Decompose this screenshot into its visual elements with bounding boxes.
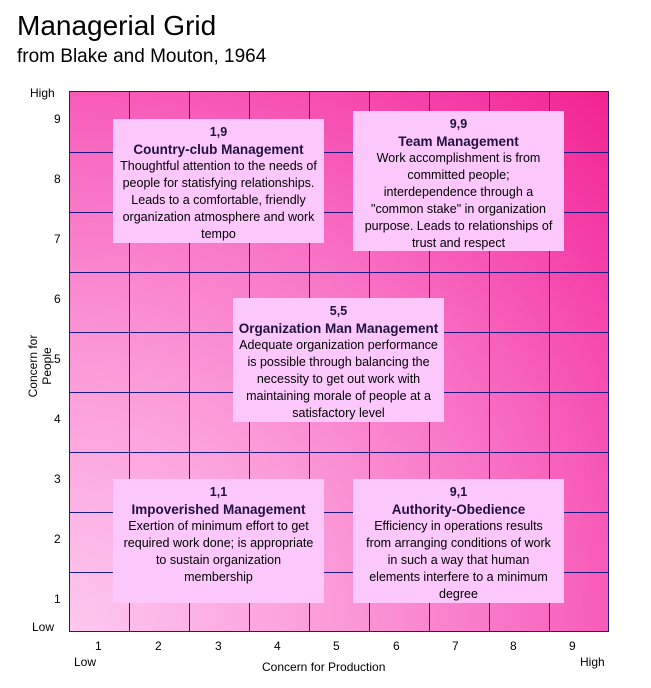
x-tick: 8	[510, 639, 517, 653]
box-coord: 1,9	[209, 125, 228, 139]
grid-line	[70, 572, 608, 573]
x-tick: 5	[333, 639, 340, 653]
y-tick: 3	[54, 472, 61, 486]
box-authority-obedience: 9,1 Authority-Obedience Efficiency in op…	[353, 479, 564, 603]
box-coord: 9,1	[449, 485, 468, 499]
grid-line	[70, 512, 608, 513]
page-title: Managerial Grid	[17, 10, 217, 41]
box-text: Efficiency in operations results from ar…	[366, 519, 551, 601]
grid-line	[129, 92, 130, 631]
y-high-label: High	[30, 86, 55, 100]
box-impoverished: 1,1 Impoverished Management Exertion of …	[113, 479, 324, 603]
y-tick: 2	[54, 532, 61, 546]
grid-line	[70, 272, 608, 273]
y-tick: 8	[54, 172, 61, 186]
y-tick: 5	[54, 352, 61, 366]
x-high-label: High	[580, 655, 605, 669]
box-coord: 9,9	[449, 117, 468, 131]
box-text: Adequate organization performance is pos…	[239, 338, 438, 420]
y-low-label: Low	[32, 620, 55, 634]
y-tick: 6	[54, 292, 61, 306]
y-tick: 1	[54, 592, 61, 606]
box-country-club: 1,9 Country-club Management Thoughtful a…	[113, 119, 324, 243]
grid-line	[549, 92, 550, 631]
y-axis-label: Concern for People	[26, 334, 54, 398]
box-name: Team Management	[398, 134, 519, 149]
grid-line	[489, 92, 490, 631]
box-text: Exertion of minimum effort to get requir…	[123, 519, 314, 584]
grid-line	[70, 212, 608, 213]
box-name: Country-club Management	[133, 142, 304, 157]
x-tick: 1	[95, 639, 102, 653]
box-team: 9,9 Team Management Work accomplishment …	[353, 111, 564, 251]
box-name: Authority-Obedience	[391, 502, 526, 517]
box-name: Organization Man Management	[238, 321, 439, 336]
grid-line	[70, 452, 608, 453]
grid-line	[70, 152, 608, 153]
y-tick: 7	[54, 232, 61, 246]
box-text: Work accomplishment is from committed pe…	[364, 151, 553, 250]
y-tick: 9	[54, 112, 61, 126]
x-tick: 4	[274, 639, 281, 653]
box-coord: 5,5	[329, 304, 348, 318]
x-low-label: Low	[74, 655, 97, 669]
box-organization-man: 5,5 Organization Man Management Adequate…	[233, 298, 444, 422]
x-tick: 6	[393, 639, 400, 653]
box-coord: 1,1	[209, 485, 228, 499]
page-subtitle: from Blake and Mouton, 1964	[17, 46, 267, 67]
y-tick: 4	[54, 412, 61, 426]
x-tick: 2	[155, 639, 162, 653]
x-tick: 3	[215, 639, 222, 653]
x-tick: 7	[452, 639, 459, 653]
grid-line	[189, 92, 190, 631]
x-tick: 9	[569, 639, 576, 653]
box-text: Thoughtful attention to the needs of peo…	[120, 159, 317, 241]
box-name: Impoverished Management	[131, 502, 306, 517]
x-axis-label: Concern for Production	[262, 660, 386, 674]
